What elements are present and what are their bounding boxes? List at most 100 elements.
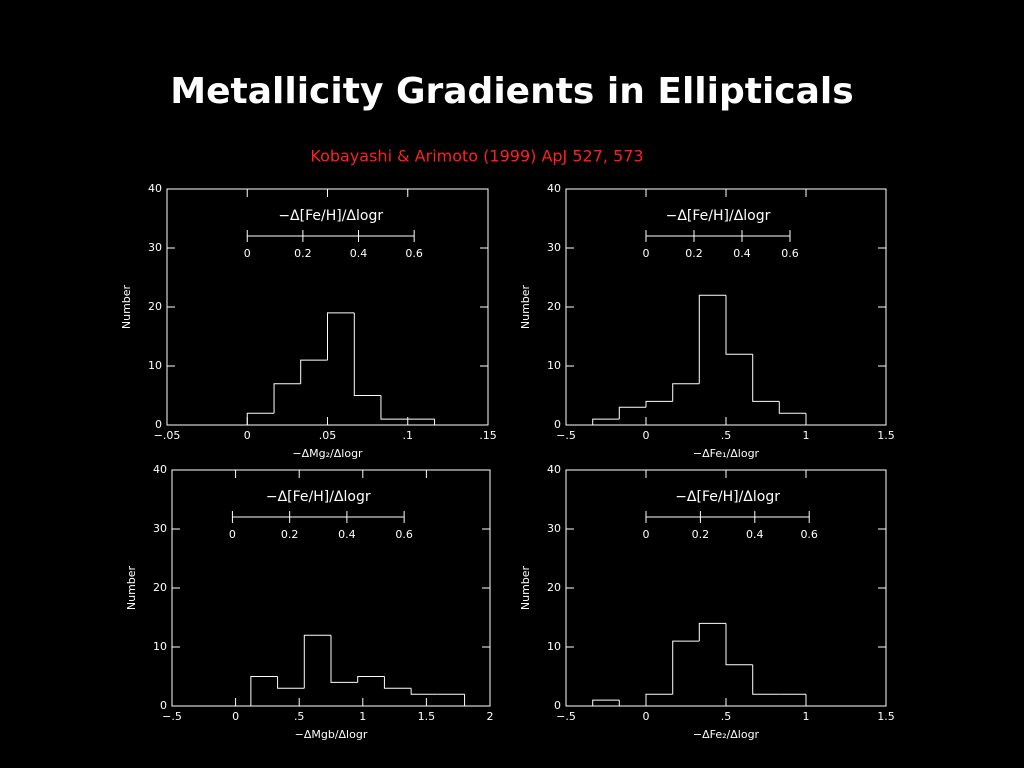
histogram-step — [250, 676, 278, 706]
histogram-step — [698, 622, 726, 642]
citation: Kobayashi & Arimoto (1999) ApJ 527, 573 — [310, 147, 643, 166]
histogram-step — [330, 635, 358, 683]
slide-title: Metallicity Gradients in Ellipticals — [170, 71, 853, 112]
inset-axis-label: −Δ[Fe/H]/Δlogr — [666, 208, 771, 224]
histogram-step — [725, 295, 753, 355]
inset-tick-label: 0.2 — [281, 528, 299, 541]
inset-tick-label: 0 — [643, 247, 650, 260]
y-tick-label: 20 — [148, 300, 162, 313]
y-axis-label: Number — [519, 284, 532, 329]
histogram-step — [698, 294, 726, 384]
x-tick-label: 1 — [803, 429, 810, 442]
histogram-step — [380, 395, 408, 420]
histogram-step — [645, 400, 673, 408]
y-tick-label: 10 — [547, 359, 561, 372]
inset-axis-label: −Δ[Fe/H]/Δlogr — [675, 489, 780, 505]
inset-tick-label: 0.6 — [405, 247, 423, 260]
y-tick-label: 30 — [153, 522, 167, 535]
y-tick-label: 0 — [554, 699, 561, 712]
inset-tick-label: 0 — [643, 528, 650, 541]
inset-tick-label: 0.6 — [800, 528, 818, 541]
x-tick-label: −.5 — [556, 429, 576, 442]
inset-axis-label: −Δ[Fe/H]/Δlogr — [278, 208, 383, 224]
x-tick-label: 0 — [244, 429, 251, 442]
x-axis-label: −ΔFe₂/Δlogr — [693, 728, 760, 741]
x-tick-label: −.05 — [154, 429, 181, 442]
x-axis-label: −ΔMg₂/Δlogr — [292, 447, 363, 460]
histogram-step — [618, 406, 646, 420]
y-tick-label: 20 — [547, 581, 561, 594]
histogram-step — [778, 401, 806, 414]
x-tick-label: .5 — [721, 429, 732, 442]
x-tick-label: .1 — [403, 429, 414, 442]
x-tick-label: .05 — [319, 429, 337, 442]
y-tick-label: 0 — [155, 418, 162, 431]
inset-axis-label: −Δ[Fe/H]/Δlogr — [266, 489, 371, 505]
x-tick-label: 1.5 — [877, 429, 895, 442]
x-tick-label: 0 — [232, 710, 239, 723]
histogram-step — [410, 688, 438, 695]
histogram-step — [752, 664, 780, 695]
x-axis-label: −ΔMgb/Δlogr — [295, 728, 368, 741]
histogram-step — [672, 383, 700, 402]
inset-tick-label: 0.2 — [294, 247, 312, 260]
x-tick-label: 2 — [487, 710, 494, 723]
histogram-step — [618, 700, 646, 707]
histogram-step — [327, 312, 355, 361]
histogram-step — [303, 634, 331, 689]
y-tick-label: 0 — [554, 418, 561, 431]
histogram-step — [672, 640, 700, 695]
y-tick-label: 20 — [153, 581, 167, 594]
histogram-step — [353, 312, 381, 396]
y-tick-label: 30 — [148, 241, 162, 254]
y-tick-label: 40 — [153, 463, 167, 476]
y-tick-label: 10 — [547, 640, 561, 653]
x-tick-label: 1.5 — [877, 710, 895, 723]
histogram-step — [592, 418, 620, 425]
y-axis-label: Number — [125, 565, 138, 610]
y-tick-label: 0 — [160, 699, 167, 712]
y-tick-label: 20 — [547, 300, 561, 313]
histogram-step — [300, 359, 328, 384]
y-tick-label: 40 — [148, 182, 162, 195]
x-tick-label: −.5 — [162, 710, 182, 723]
y-tick-label: 40 — [547, 463, 561, 476]
inset-tick-label: 0.2 — [692, 528, 710, 541]
y-tick-label: 10 — [153, 640, 167, 653]
x-tick-label: 1 — [359, 710, 366, 723]
plot-frame — [565, 469, 887, 707]
inset-tick-label: 0 — [229, 528, 236, 541]
x-tick-label: .5 — [294, 710, 305, 723]
y-axis-label: Number — [519, 565, 532, 610]
histogram-step — [357, 676, 385, 683]
inset-tick-label: 0.4 — [338, 528, 356, 541]
histogram-step — [645, 693, 673, 706]
histogram-step — [752, 354, 780, 402]
x-tick-label: 0 — [643, 429, 650, 442]
histogram-step — [592, 699, 620, 706]
inset-tick-label: 0.4 — [350, 247, 368, 260]
y-axis-label: Number — [120, 284, 133, 329]
x-tick-label: 1 — [803, 710, 810, 723]
histogram-step — [277, 676, 305, 689]
inset-tick-label: 0.6 — [781, 247, 799, 260]
inset-tick-label: 0 — [244, 247, 251, 260]
plot-frame — [166, 188, 489, 426]
x-tick-label: 1.5 — [418, 710, 436, 723]
histogram-step — [246, 412, 275, 425]
y-tick-label: 30 — [547, 522, 561, 535]
inset-tick-label: 0.2 — [685, 247, 703, 260]
y-tick-label: 40 — [547, 182, 561, 195]
histogram-step — [383, 676, 412, 689]
y-tick-label: 10 — [148, 359, 162, 372]
x-tick-label: .5 — [721, 710, 732, 723]
x-tick-label: 0 — [643, 710, 650, 723]
histogram-step — [273, 383, 301, 414]
inset-tick-label: 0.4 — [746, 528, 764, 541]
inset-tick-label: 0.4 — [733, 247, 751, 260]
x-axis-label: −ΔFe₁/Δlogr — [693, 447, 760, 460]
histogram-step — [725, 623, 753, 666]
y-tick-label: 30 — [547, 241, 561, 254]
inset-tick-label: 0.6 — [395, 528, 413, 541]
